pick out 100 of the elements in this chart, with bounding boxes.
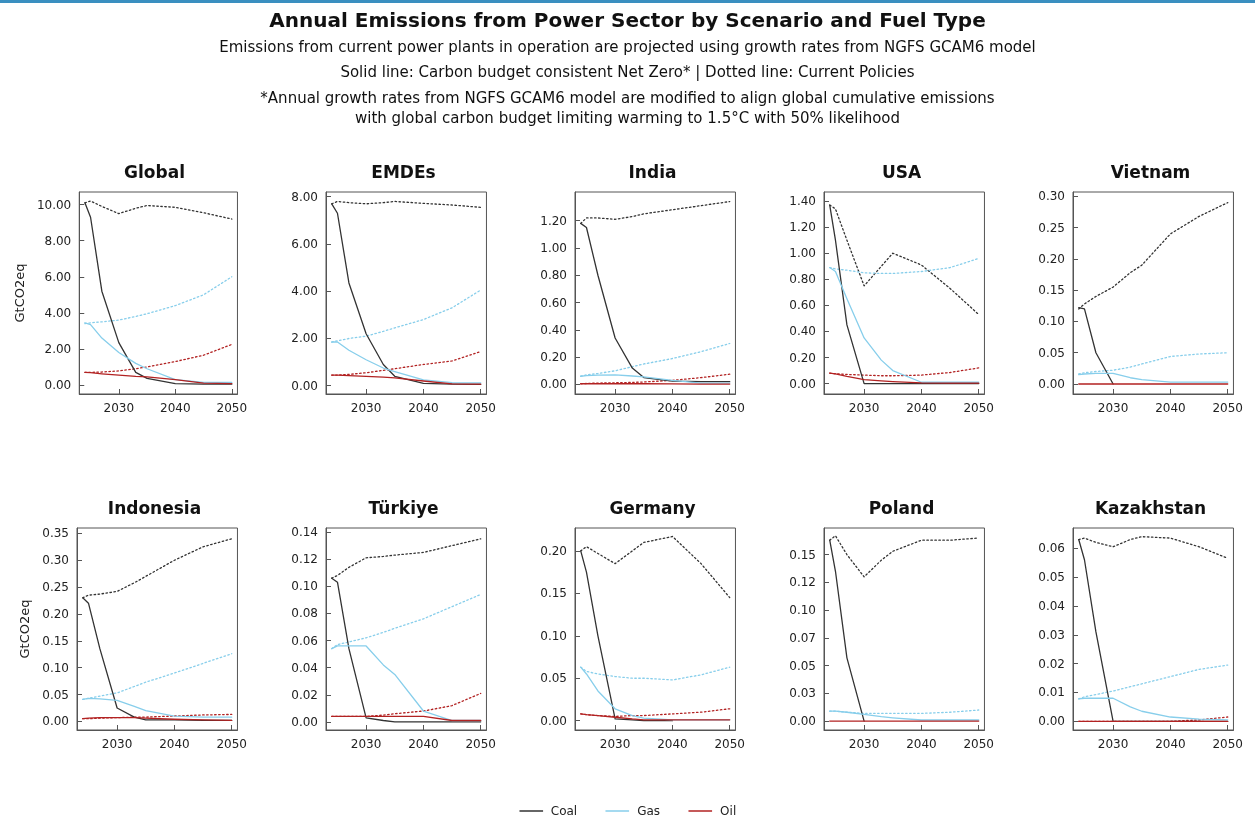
y-tick-label: 0.02 — [1038, 656, 1065, 671]
chart-title: Global — [124, 161, 185, 182]
y-tick-label: 6.00 — [291, 236, 318, 251]
y-tick-label: 10.00 — [36, 197, 72, 212]
x-tick-label: 2040 — [1155, 737, 1186, 751]
y-tick-label: 0.08 — [291, 606, 318, 621]
y-tick-label: 8.00 — [44, 233, 72, 248]
y-tick-label: 1.20 — [789, 220, 816, 235]
legend-label: Coal — [550, 804, 578, 818]
y-tick-label: 0.03 — [1038, 627, 1065, 642]
y-tick-label: 0.80 — [789, 272, 816, 287]
y-tick-label: 1.00 — [789, 246, 816, 261]
y-tick-label: 0.30 — [1038, 189, 1065, 204]
y-tick-label: 0.10 — [1038, 314, 1065, 329]
x-tick-label: 2040 — [408, 737, 439, 751]
x-tick-label: 2030 — [599, 401, 631, 415]
y-tick-label: 0.15 — [789, 547, 816, 562]
y-tick-label: 0.00 — [291, 378, 318, 393]
chart-title: EMDEs — [371, 161, 436, 182]
y-tick-label: 4.00 — [291, 284, 318, 299]
y-tick-label: 0.20 — [42, 606, 69, 621]
y-tick-label: 0.40 — [789, 324, 816, 339]
y-tick-label: 0.20 — [1038, 251, 1065, 266]
y-tick-label: 1.40 — [789, 194, 816, 209]
x-tick-label: 2030 — [1097, 737, 1129, 751]
y-tick-label: 0.20 — [540, 543, 567, 558]
x-tick-label: 2030 — [848, 737, 880, 751]
y-tick-label: 0.06 — [1038, 541, 1065, 556]
y-tick-label: 0.00 — [42, 714, 69, 729]
y-tick-label: 2.00 — [291, 331, 318, 346]
y-tick-label: 0.25 — [1038, 220, 1065, 235]
x-tick-label: 2050 — [714, 401, 745, 415]
chart-title: Poland — [868, 497, 935, 518]
y-axis-title: GtCO2eq — [17, 599, 32, 659]
x-tick-label: 2050 — [1212, 401, 1243, 415]
x-tick-label: 2040 — [160, 401, 191, 415]
x-tick-label: 2040 — [408, 401, 439, 415]
y-tick-label: 0.00 — [540, 377, 567, 392]
x-tick-label: 2030 — [350, 737, 382, 751]
y-tick-label: 0.05 — [789, 658, 816, 673]
x-tick-label: 2040 — [159, 737, 190, 751]
x-tick-label: 2050 — [465, 401, 496, 415]
y-tick-label: 0.07 — [789, 630, 816, 645]
y-tick-label: 6.00 — [44, 269, 72, 284]
y-tick-label: 0.05 — [1038, 345, 1065, 360]
x-tick-label: 2050 — [465, 737, 496, 751]
x-tick-label: 2050 — [216, 401, 248, 415]
x-tick-label: 2040 — [906, 401, 937, 415]
x-tick-label: 2050 — [963, 401, 994, 415]
y-tick-label: 4.00 — [44, 305, 72, 320]
y-tick-label: 0.06 — [291, 633, 318, 648]
y-tick-label: 0.04 — [1038, 598, 1065, 613]
y-tick-label: 2.00 — [44, 341, 72, 356]
y-tick-label: 0.00 — [44, 377, 72, 392]
x-tick-label: 2030 — [848, 401, 880, 415]
y-tick-label: 0.20 — [789, 350, 816, 365]
chart-title: India — [628, 161, 677, 182]
y-tick-label: 0.12 — [291, 552, 318, 567]
legend-label: Gas — [637, 804, 661, 818]
text: *Annual growth rates from NGFS GCAM6 model are modified to align global cumulative emissions with global carbon budget limiting warming to 1.5°C with 50% likelihood — [259, 88, 996, 128]
y-tick-label: 0.60 — [789, 298, 816, 313]
y-tick-label: 0.15 — [1038, 283, 1065, 298]
y-tick-label: 0.03 — [789, 686, 816, 701]
y-tick-label: 0.10 — [42, 660, 69, 675]
x-tick-label: 2050 — [216, 737, 247, 751]
y-tick-label: 0.05 — [42, 687, 69, 702]
y-tick-label: 0.00 — [540, 713, 567, 728]
y-tick-label: 0.01 — [1038, 685, 1065, 700]
chart-title: USA — [881, 161, 922, 182]
y-tick-label: 0.40 — [540, 322, 567, 337]
y-tick-label: 0.02 — [291, 687, 318, 702]
y-axis-title: GtCO2eq — [12, 263, 27, 323]
legend-label: Oil — [720, 804, 737, 818]
y-tick-label: 0.05 — [1038, 570, 1065, 585]
x-tick-label: 2050 — [963, 737, 994, 751]
y-tick-label: 0.00 — [1038, 714, 1065, 729]
y-tick-label: 0.00 — [789, 714, 816, 729]
x-tick-label: 2050 — [714, 737, 745, 751]
y-tick-label: 0.14 — [291, 525, 318, 540]
y-tick-label: 0.80 — [540, 268, 567, 283]
y-tick-label: 0.15 — [42, 633, 69, 648]
y-tick-label: 0.30 — [42, 553, 69, 568]
y-tick-label: 0.10 — [291, 579, 318, 594]
text: Annual Emissions from Power Sector by Scenario and Fuel Type — [268, 8, 987, 32]
y-tick-label: 0.00 — [1038, 376, 1065, 391]
x-tick-label: 2040 — [906, 737, 937, 751]
x-tick-label: 2040 — [657, 737, 688, 751]
x-tick-label: 2050 — [1212, 737, 1243, 751]
chart-title: Türkiye — [368, 497, 439, 518]
chart-title: Vietnam — [1110, 161, 1191, 182]
x-tick-label: 2040 — [1155, 401, 1186, 415]
y-tick-label: 0.00 — [291, 714, 318, 729]
y-tick-label: 0.35 — [42, 526, 69, 541]
y-tick-label: 0.00 — [789, 376, 816, 391]
x-tick-label: 2030 — [350, 401, 382, 415]
y-tick-label: 0.04 — [291, 660, 318, 675]
x-tick-label: 2040 — [657, 401, 688, 415]
chart-title: Germany — [609, 497, 696, 518]
x-tick-label: 2030 — [599, 737, 631, 751]
chart-title: Kazakhstan — [1094, 497, 1207, 518]
